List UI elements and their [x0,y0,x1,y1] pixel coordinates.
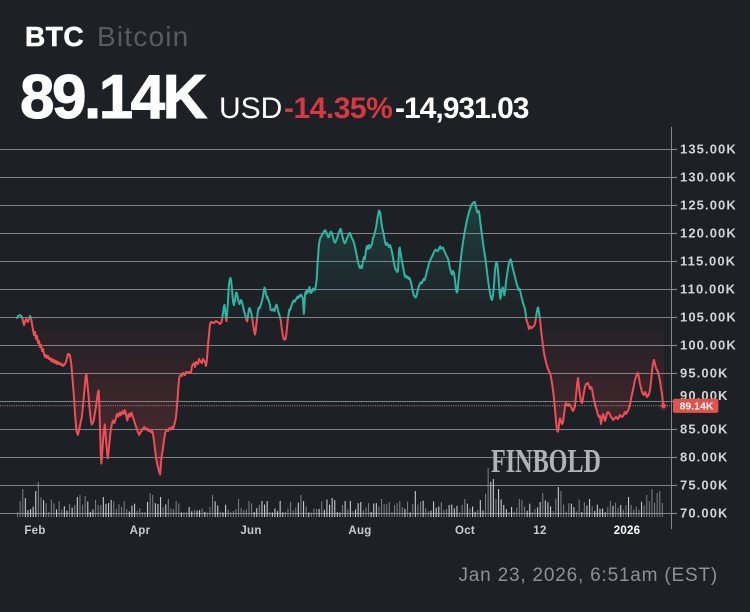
svg-text:2026: 2026 [614,525,640,537]
svg-text:70.00K: 70.00K [680,506,729,521]
svg-text:100.00K: 100.00K [680,338,737,353]
svg-text:Jun: Jun [240,525,261,537]
svg-text:75.00K: 75.00K [680,478,729,493]
svg-text:FINBOLD: FINBOLD [491,443,601,480]
svg-text:95.00K: 95.00K [680,366,729,381]
svg-text:110.00K: 110.00K [680,282,736,297]
svg-text:130.00K: 130.00K [680,170,737,185]
svg-text:125.00K: 125.00K [680,198,737,213]
svg-text:Apr: Apr [130,525,151,537]
svg-text:89.14K: 89.14K [680,400,714,412]
svg-text:80.00K: 80.00K [680,450,729,465]
svg-text:105.00K: 105.00K [680,310,737,325]
svg-text:135.00K: 135.00K [680,142,737,157]
svg-text:Feb: Feb [24,525,45,537]
svg-text:120.00K: 120.00K [680,226,737,241]
svg-text:12: 12 [533,525,546,537]
svg-text:Oct: Oct [455,525,475,537]
svg-text:Aug: Aug [348,525,371,537]
svg-text:115.00K: 115.00K [680,254,736,269]
svg-text:85.00K: 85.00K [680,422,729,437]
